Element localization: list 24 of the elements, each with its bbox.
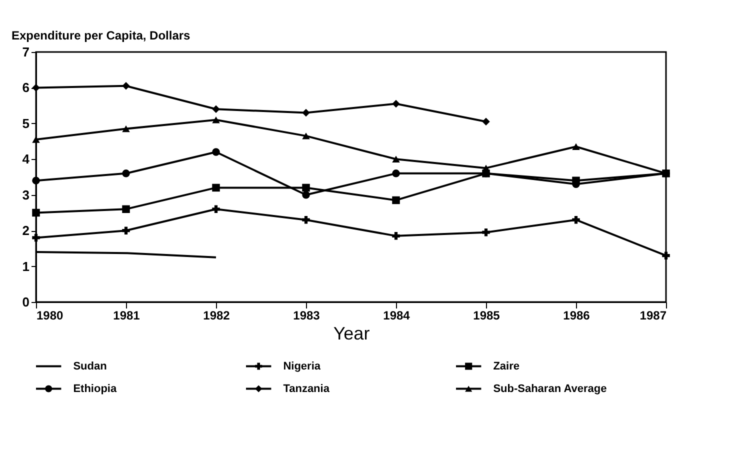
y-tick-label: 6	[22, 80, 30, 96]
y-tick-label: 5	[22, 116, 30, 131]
x-tick-label: 1983	[293, 308, 320, 322]
y-tick-label: 3	[22, 187, 30, 202]
y-tick-label: 1	[22, 258, 30, 274]
x-tick-label: 1984	[383, 308, 410, 322]
y-tick-label: 4	[22, 152, 30, 167]
legend-label: Zaire	[493, 360, 520, 372]
legend-label: Sudan	[73, 360, 108, 372]
x-axis-title: Year	[333, 324, 370, 344]
legend-label: Tanzania	[283, 382, 330, 395]
x-tick-label: 1985	[473, 308, 500, 322]
legend-label: Sub-Saharan Average	[493, 382, 607, 395]
x-tick-label: 1980	[36, 308, 64, 322]
x-tick-label: 1987	[640, 308, 667, 322]
legend-label: Nigeria	[283, 360, 322, 372]
y-tick-label: 0	[22, 294, 30, 310]
x-tick-label: 1982	[203, 308, 230, 322]
x-tick-label: 1986	[563, 308, 590, 322]
x-tick-label: 1981	[113, 308, 140, 322]
y-tick-label: 7	[22, 44, 30, 60]
legend-label: Ethiopia	[73, 382, 118, 395]
y-tick-label: 2	[22, 223, 30, 238]
y-axis-title: Expenditure per Capita, Dollars	[12, 28, 191, 42]
